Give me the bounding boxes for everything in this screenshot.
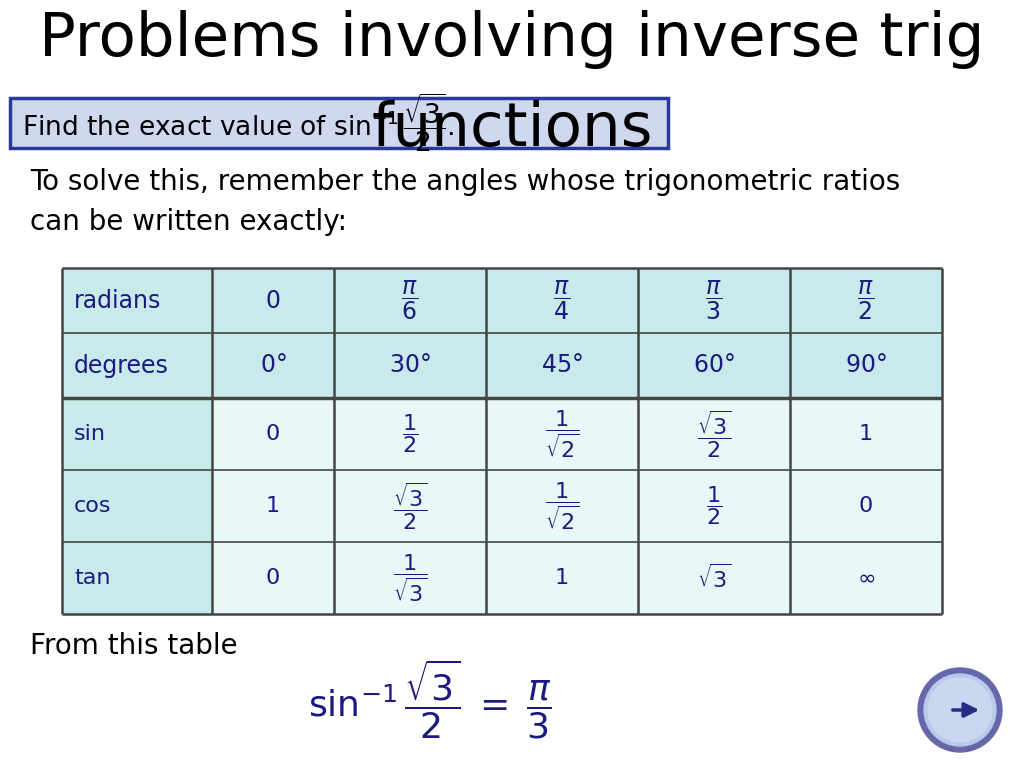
Bar bbox=[62, 268, 212, 333]
Text: Problems involving inverse trig: Problems involving inverse trig bbox=[39, 10, 985, 69]
Text: 1: 1 bbox=[859, 424, 873, 444]
Circle shape bbox=[928, 678, 992, 742]
Bar bbox=[10, 98, 668, 148]
Bar bbox=[486, 268, 638, 333]
Bar bbox=[334, 398, 486, 470]
Bar bbox=[638, 398, 790, 470]
Text: $90°$: $90°$ bbox=[845, 353, 887, 378]
Text: sin: sin bbox=[74, 424, 106, 444]
Text: $0°$: $0°$ bbox=[260, 353, 287, 378]
Text: tan: tan bbox=[74, 568, 111, 588]
Bar bbox=[486, 542, 638, 614]
Text: $\dfrac{\sqrt{3}}{2}$: $\dfrac{\sqrt{3}}{2}$ bbox=[696, 409, 731, 459]
Text: cos: cos bbox=[74, 496, 112, 516]
Bar bbox=[486, 333, 638, 398]
Text: $\sin^{-1}\dfrac{\sqrt{3}}{2} \;=\; \dfrac{\pi}{3}$: $\sin^{-1}\dfrac{\sqrt{3}}{2} \;=\; \dfr… bbox=[308, 657, 552, 740]
Text: $\dfrac{\pi}{2}$: $\dfrac{\pi}{2}$ bbox=[857, 279, 874, 323]
Text: radians: radians bbox=[74, 289, 162, 313]
Text: $\dfrac{\pi}{6}$: $\dfrac{\pi}{6}$ bbox=[401, 279, 419, 323]
Text: From this table: From this table bbox=[30, 632, 238, 660]
Bar bbox=[212, 268, 334, 333]
Bar bbox=[212, 470, 334, 542]
Bar bbox=[638, 268, 790, 333]
Text: 0: 0 bbox=[265, 289, 281, 313]
Bar bbox=[212, 333, 334, 398]
Text: $\dfrac{1}{\sqrt{2}}$: $\dfrac{1}{\sqrt{2}}$ bbox=[545, 480, 580, 531]
Bar bbox=[486, 470, 638, 542]
Text: $60°$: $60°$ bbox=[693, 353, 735, 378]
Text: 0: 0 bbox=[859, 496, 873, 516]
Bar bbox=[334, 333, 486, 398]
Bar bbox=[638, 470, 790, 542]
Text: $\infty$: $\infty$ bbox=[857, 568, 876, 588]
Bar bbox=[62, 333, 212, 398]
Bar bbox=[62, 470, 212, 542]
Text: $\dfrac{\sqrt{3}}{2}$: $\dfrac{\sqrt{3}}{2}$ bbox=[393, 480, 427, 531]
Text: degrees: degrees bbox=[74, 353, 169, 378]
Bar bbox=[790, 333, 942, 398]
Circle shape bbox=[918, 668, 1002, 752]
Text: $30°$: $30°$ bbox=[389, 353, 431, 378]
Bar bbox=[212, 542, 334, 614]
Text: Find the exact value of $\sin^{-1}\dfrac{\sqrt{3}}{2}$.: Find the exact value of $\sin^{-1}\dfrac… bbox=[22, 91, 455, 154]
Bar bbox=[790, 398, 942, 470]
Text: 0: 0 bbox=[266, 424, 281, 444]
Text: $\dfrac{\pi}{3}$: $\dfrac{\pi}{3}$ bbox=[706, 279, 723, 323]
Text: $\dfrac{1}{2}$: $\dfrac{1}{2}$ bbox=[706, 485, 722, 528]
Text: To solve this, remember the angles whose trigonometric ratios
can be written exa: To solve this, remember the angles whose… bbox=[30, 168, 900, 236]
Text: $\sqrt{3}$: $\sqrt{3}$ bbox=[696, 564, 731, 592]
Text: 1: 1 bbox=[555, 568, 569, 588]
Text: 1: 1 bbox=[266, 496, 280, 516]
Bar bbox=[638, 333, 790, 398]
Text: 0: 0 bbox=[266, 568, 281, 588]
Bar bbox=[790, 542, 942, 614]
Text: $\dfrac{1}{2}$: $\dfrac{1}{2}$ bbox=[402, 412, 418, 455]
Bar bbox=[212, 398, 334, 470]
Bar bbox=[62, 398, 212, 470]
Bar bbox=[486, 398, 638, 470]
Text: $45°$: $45°$ bbox=[541, 353, 583, 378]
Bar bbox=[334, 268, 486, 333]
Bar bbox=[334, 470, 486, 542]
Text: $\dfrac{\pi}{4}$: $\dfrac{\pi}{4}$ bbox=[554, 279, 570, 323]
Bar bbox=[790, 268, 942, 333]
Bar bbox=[334, 542, 486, 614]
Circle shape bbox=[924, 674, 996, 746]
Text: $\dfrac{1}{\sqrt{2}}$: $\dfrac{1}{\sqrt{2}}$ bbox=[545, 409, 580, 460]
Text: $\dfrac{1}{\sqrt{3}}$: $\dfrac{1}{\sqrt{3}}$ bbox=[393, 552, 427, 604]
Bar bbox=[790, 470, 942, 542]
Bar bbox=[638, 542, 790, 614]
Text: functions: functions bbox=[372, 100, 652, 159]
Bar bbox=[62, 542, 212, 614]
